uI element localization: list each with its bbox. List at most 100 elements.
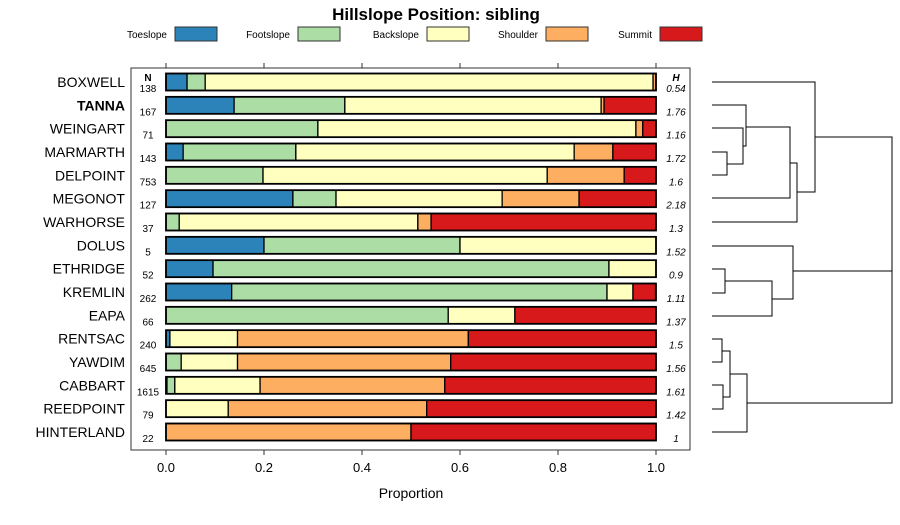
bar-segment-backslope — [262, 166, 548, 185]
dendrogram-branch — [712, 126, 791, 199]
row-label: RENTSAC — [58, 331, 125, 347]
bar-segment-footslope — [263, 236, 461, 255]
bar-segment-shoulder — [236, 352, 452, 372]
bar-segment-footslope — [182, 142, 297, 162]
bar-segment-backslope — [178, 212, 419, 232]
bar-outline — [165, 189, 657, 209]
bar-row: CABBART 1615 1.61 — [59, 375, 686, 398]
bar-segment-shoulder — [635, 119, 644, 138]
h-value: 1.76 — [666, 107, 686, 118]
bar-row: YAWDIM 645 1.56 — [69, 352, 686, 375]
dendrogram-branch — [712, 127, 744, 165]
bar-segment-shoulder — [259, 376, 446, 395]
bar-segment-footslope — [233, 96, 346, 115]
x-tick-label: 1.0 — [647, 460, 665, 475]
dendrogram-branch — [712, 280, 773, 317]
bar-segment-backslope — [169, 329, 239, 348]
bar-segment-footslope — [292, 189, 337, 208]
bar-segment-shoulder — [165, 422, 412, 442]
row-label: REEDPOINT — [43, 401, 125, 417]
bar-segment-footslope — [231, 282, 608, 302]
bar-segment-summit — [430, 212, 657, 232]
dendrogram-branch — [712, 151, 728, 176]
bar-rows: BOXWELL 138 0.54 TANNA 167 1.76 WEINGART 71 1.16… — [36, 72, 686, 445]
bar-segment-summit — [410, 422, 657, 442]
bar-row: WEINGART 71 1.16 — [50, 119, 686, 142]
bar-outline — [165, 329, 657, 349]
n-value: 167 — [140, 107, 157, 118]
dendrogram-branch — [712, 104, 747, 147]
bar-outline — [165, 165, 657, 185]
bar-row: KREMLIN 262 1.11 — [63, 282, 685, 305]
bar-row: BOXWELL 138 0.54 — [57, 72, 686, 95]
legend-swatch — [426, 26, 470, 42]
dendrogram-branch — [712, 245, 794, 300]
x-tick-label: 0.2 — [255, 460, 273, 475]
row-label: BOXWELL — [57, 74, 125, 90]
n-value: 143 — [140, 154, 157, 165]
bar-segment-shoulder — [546, 166, 625, 185]
bar-segment-backslope — [317, 119, 637, 138]
bar-segment-backslope — [459, 236, 657, 255]
row-label: MARMARTH — [44, 144, 125, 160]
bar-segment-toeslope — [165, 282, 233, 302]
n-value: 5 — [145, 247, 151, 258]
bar-segment-summit — [514, 306, 657, 325]
bar-row: EAPA 66 1.37 — [89, 305, 686, 328]
row-label: MEGONOT — [53, 191, 126, 207]
n-value: 753 — [140, 177, 157, 188]
x-tick-label: 0.0 — [157, 460, 175, 475]
bar-row: DOLUS 5 1.52 — [77, 235, 686, 258]
n-value: 52 — [142, 271, 154, 282]
bar-segment-footslope — [165, 166, 264, 185]
legend: Toeslope Footslope Backslope Shoulder Summit — [127, 26, 703, 42]
bar-segment-backslope — [174, 376, 261, 395]
n-value: 127 — [140, 201, 157, 212]
n-value: 240 — [140, 341, 157, 352]
row-label: HINTERLAND — [36, 424, 125, 440]
bar-outline — [165, 235, 657, 255]
dendrogram-branch — [712, 384, 724, 410]
bar-segment-shoulder — [573, 142, 614, 162]
n-header: N — [144, 73, 151, 84]
bar-segment-shoulder — [501, 189, 580, 208]
n-value: 262 — [140, 294, 157, 305]
bar-segment-footslope — [165, 212, 180, 232]
h-value: 0.54 — [666, 84, 686, 95]
bar-segment-shoulder — [227, 399, 428, 418]
bar-segment-backslope — [165, 399, 229, 418]
legend-label: Shoulder — [498, 30, 539, 41]
bar-outline — [165, 119, 657, 139]
bar-segment-toeslope — [165, 189, 294, 208]
bar-segment-toeslope — [165, 72, 188, 92]
dendrogram-branch — [712, 338, 723, 363]
legend-swatch — [545, 26, 589, 42]
n-value: 66 — [142, 317, 154, 328]
legend-swatch — [174, 26, 218, 42]
bar-row: RENTSAC 240 1.5 — [58, 329, 683, 352]
row-label: WEINGART — [50, 121, 126, 137]
bar-outline — [165, 142, 657, 162]
row-label: YAWDIM — [69, 354, 125, 370]
row-label: KREMLIN — [63, 284, 125, 300]
bar-segment-shoulder — [236, 329, 469, 348]
bar-outline — [165, 72, 657, 92]
legend-label: Toeslope — [127, 30, 167, 41]
bar-segment-summit — [642, 119, 657, 138]
h-value: 1.72 — [666, 154, 686, 165]
n-value: 79 — [142, 411, 154, 422]
h-value: 1.16 — [666, 131, 686, 142]
h-value: 1.61 — [666, 387, 685, 398]
h-value: 1.6 — [669, 177, 683, 188]
legend-swatch — [659, 26, 703, 42]
dendrogram-branch — [712, 373, 748, 433]
bar-segment-toeslope — [165, 259, 214, 278]
bar-row: TANNA 167 1.76 — [77, 95, 686, 118]
bar-segment-summit — [603, 96, 657, 115]
h-value: 1 — [673, 434, 679, 445]
bar-segment-summit — [444, 376, 657, 395]
chart-title: Hillslope Position: sibling — [332, 5, 540, 24]
bar-outline — [165, 282, 657, 302]
bar-outline — [165, 399, 657, 419]
